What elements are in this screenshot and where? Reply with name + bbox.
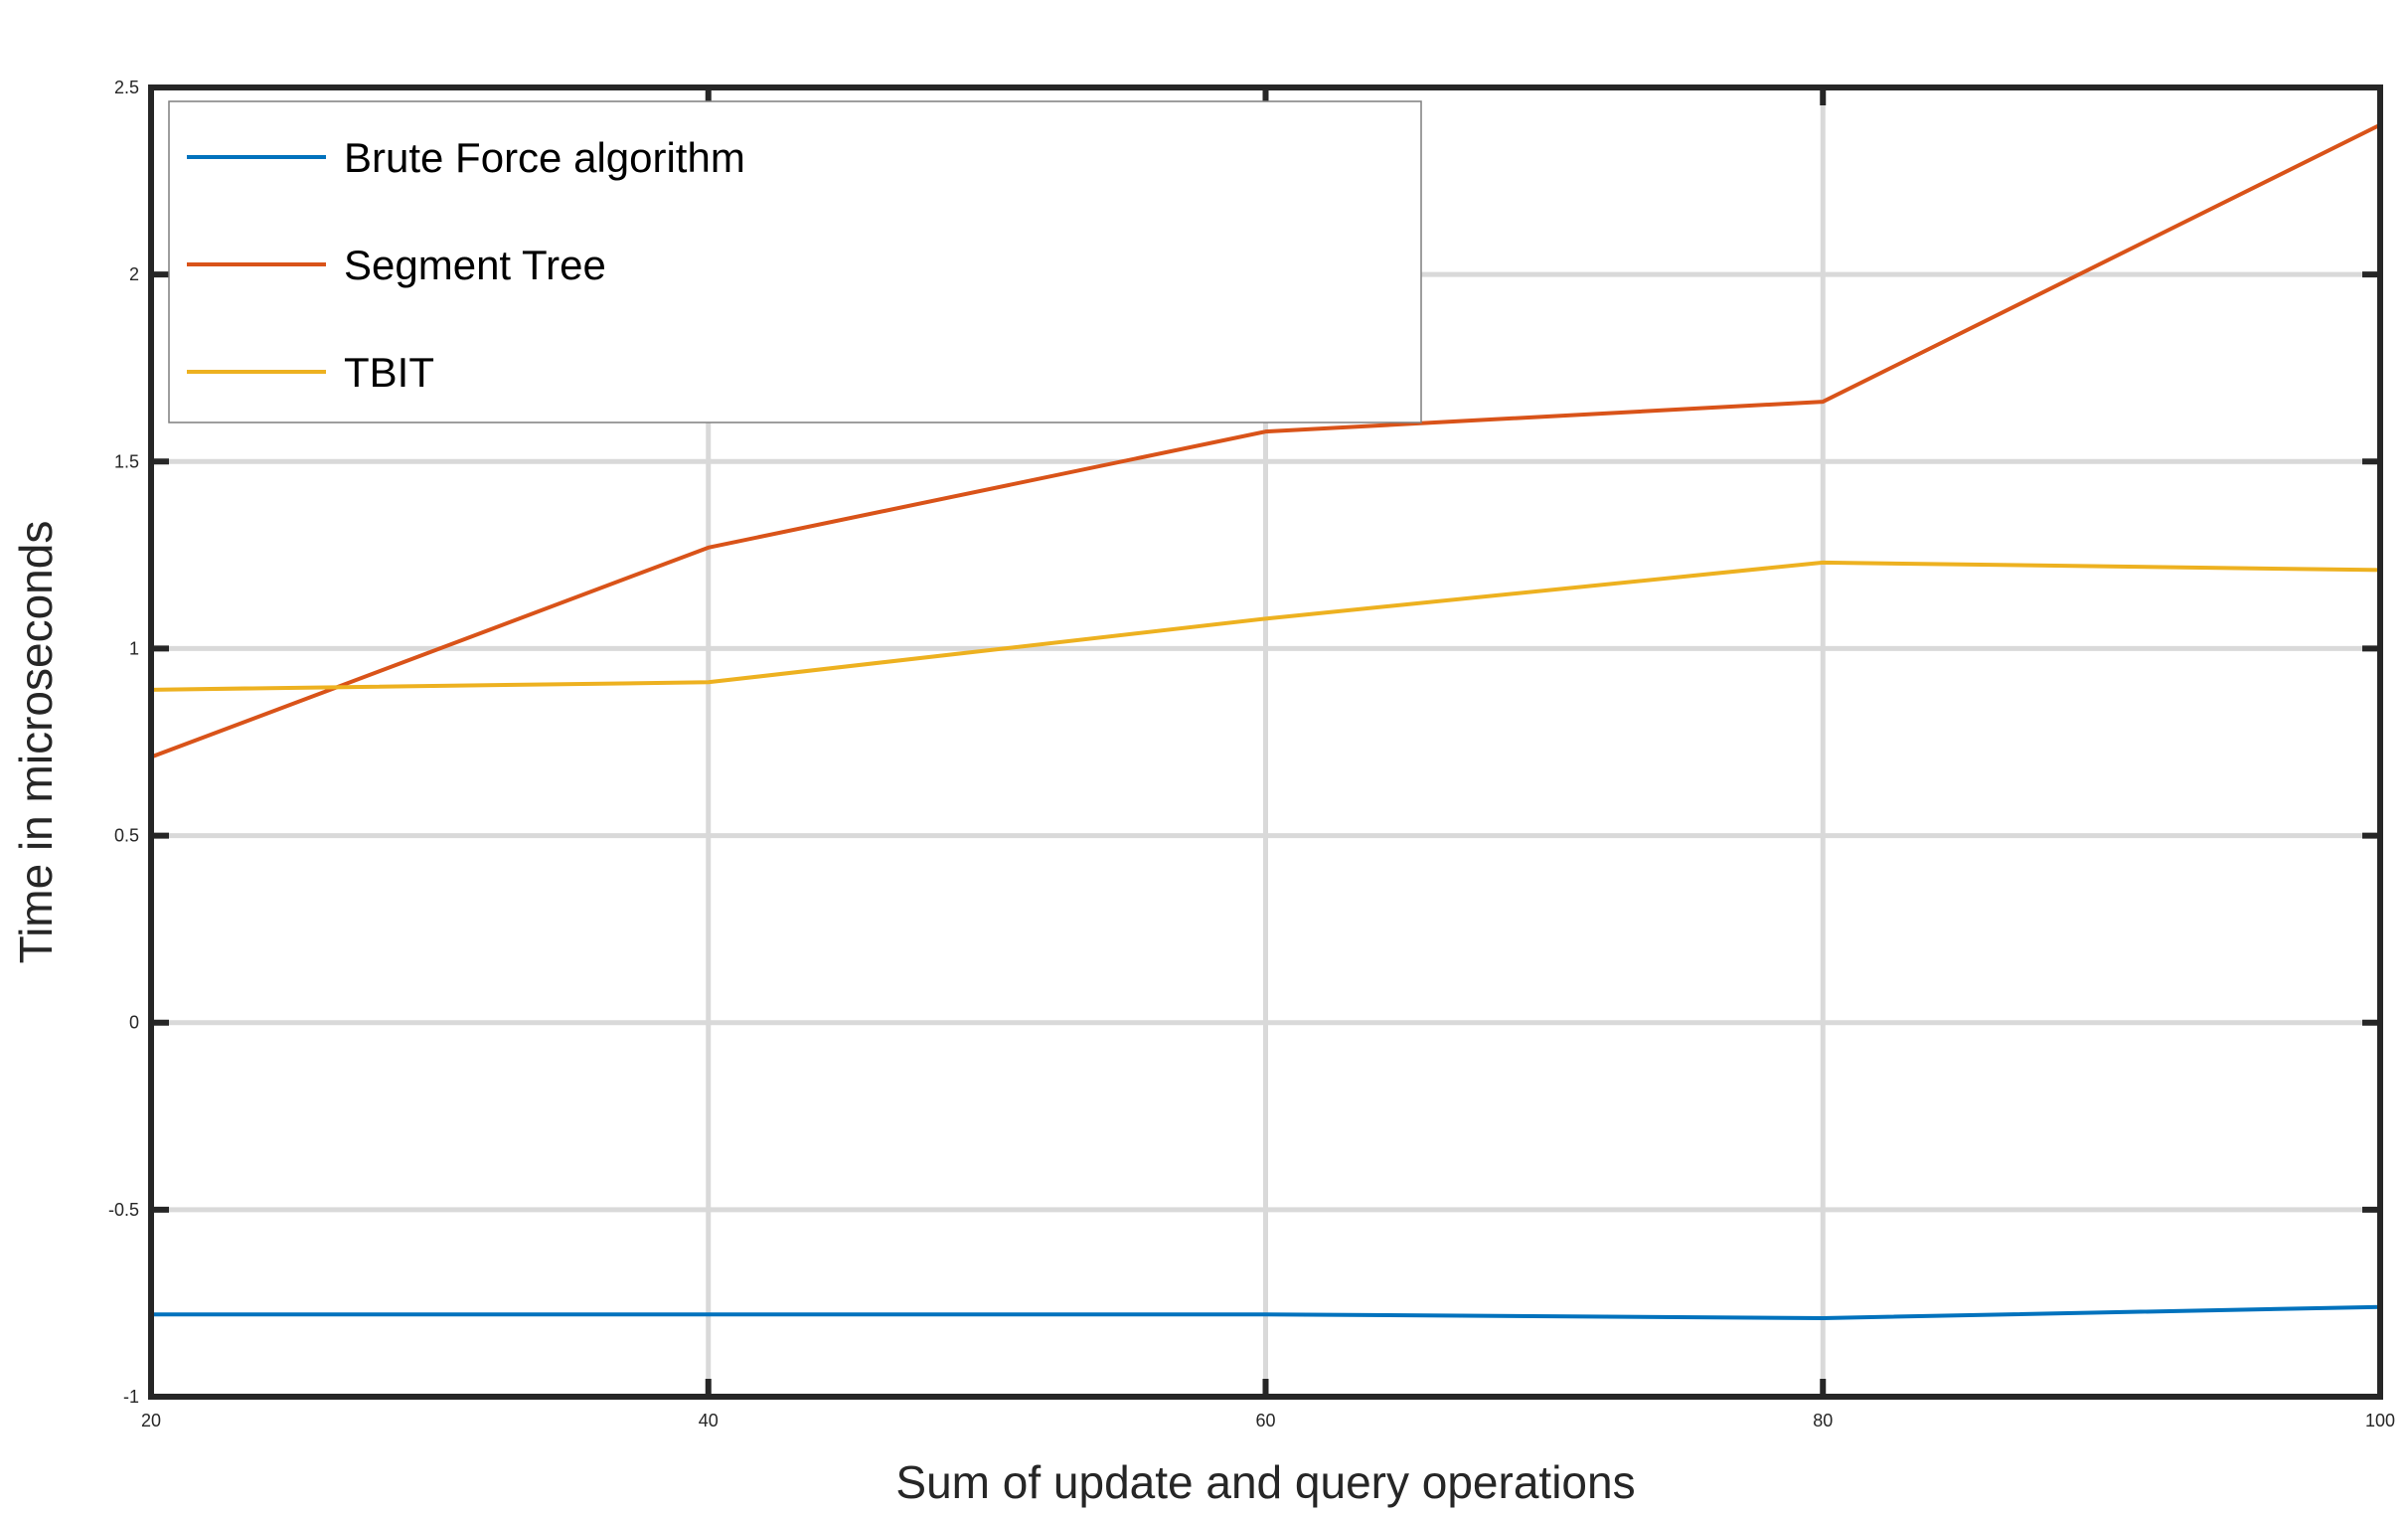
x-tick-label: 60	[1255, 1411, 1275, 1430]
y-tick-label: 0	[129, 1013, 139, 1033]
x-tick-label: 40	[699, 1411, 719, 1430]
series-layer	[150, 122, 2381, 1320]
legend-label: TBIT	[344, 349, 434, 396]
y-tick-label: 2	[129, 264, 139, 284]
legend: Brute Force algorithm Segment Tree TBIT	[168, 100, 1422, 423]
y-tick-label: 1	[129, 638, 139, 658]
x-tick-label: 20	[141, 1411, 161, 1430]
x-tick-label: 80	[1813, 1411, 1833, 1430]
y-axis-title: Time in microseconds	[10, 521, 62, 964]
x-axis-title: Sum of update and query operations	[895, 1456, 1635, 1508]
y-tick-label: 2.5	[114, 78, 139, 97]
y-tick-label: -0.5	[108, 1200, 139, 1220]
axis-ticks	[148, 84, 2383, 1400]
series-line	[150, 122, 2381, 759]
x-tick-label: 100	[2365, 1411, 2395, 1430]
legend-label: Brute Force algorithm	[344, 134, 745, 181]
y-tick-label: 0.5	[114, 826, 139, 846]
legend-box	[168, 100, 1422, 423]
y-tick-label: 1.5	[114, 451, 139, 471]
series-line	[151, 1304, 2381, 1320]
tick-labels: 20 40 60 80 100 -1 -0.5 0 0.5 1 1.5 2 2.5	[108, 78, 2395, 1430]
legend-label: Segment Tree	[344, 242, 606, 288]
y-tick-label: -1	[123, 1387, 139, 1407]
series-line	[150, 560, 2381, 692]
